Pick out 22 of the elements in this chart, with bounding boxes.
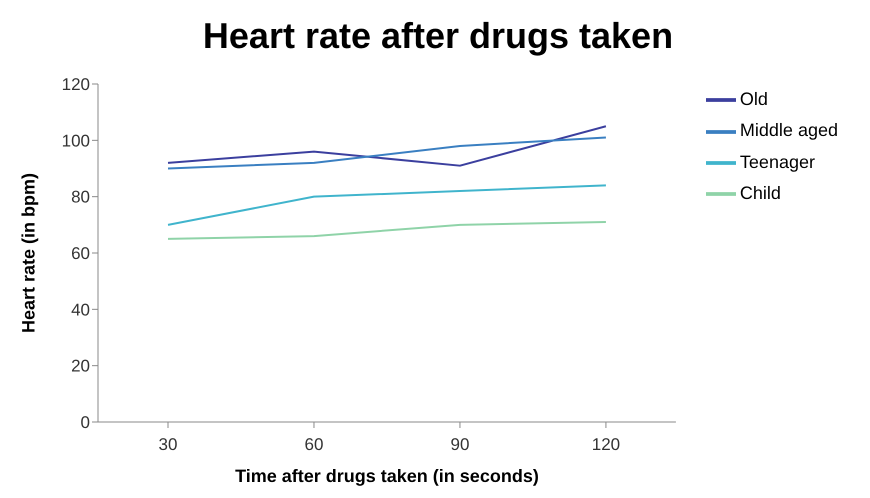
x-tick-label: 30 [158,435,178,454]
line-series [167,136,607,170]
legend-label: Teenager [740,152,815,172]
y-tick-label: 120 [62,75,90,94]
chart-title: Heart rate after drugs taken [202,14,674,58]
y-tick-label: 100 [62,131,90,150]
x-tick-label: 60 [304,435,324,454]
y-tick-label: 40 [71,300,90,320]
x-tick-label: 120 [592,435,620,454]
y-tick-label: 0 [80,413,90,432]
legend-label: Old [740,89,768,109]
x-tick-label: 90 [450,435,470,454]
legend-label: Child [740,182,781,203]
line-series [167,221,607,240]
legend-label: Middle aged [740,120,838,140]
y-tick-label: 60 [71,244,90,264]
y-axis-title: Heart rate (in bpm) [18,172,38,334]
line-series [167,184,607,226]
y-tick-label: 80 [71,188,90,207]
y-tick-label: 20 [71,356,90,376]
x-axis-title: Time after drugs taken (in seconds) [235,466,539,486]
line-series [167,125,607,167]
